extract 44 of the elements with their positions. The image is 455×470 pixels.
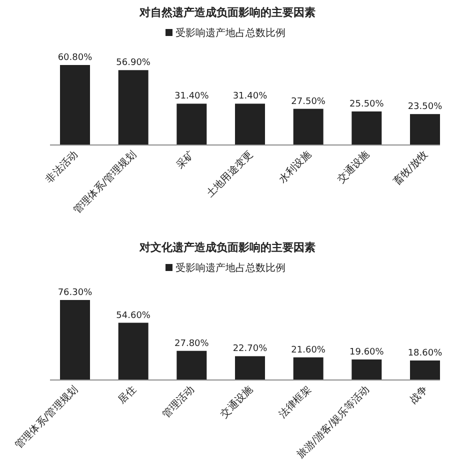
data-label: 31.40% [174,92,210,102]
x-tick-label: 管理活动 [160,384,197,420]
data-label: 23.50% [408,102,443,112]
bar [352,359,382,380]
data-label: 60.80% [58,53,93,63]
bar [352,111,382,145]
legend-label: 受影响遗产地占总数比例 [176,262,286,274]
data-label: 21.60% [291,345,326,356]
chart-title: 对文化遗产造成负面影响的主要因素 [138,241,316,254]
bar [60,300,90,380]
bar [60,65,90,145]
data-label: 31.40% [232,92,268,102]
bar [118,322,148,380]
data-label: 27.50% [291,96,326,107]
x-tick-label: 水利设施 [276,148,314,186]
bar [235,104,265,145]
bar [293,357,324,380]
x-tick-label: 法律框架 [276,384,314,420]
x-tick-label: 交通设施 [335,148,372,186]
x-tick-label: 土地用途变更 [204,148,256,200]
bar [235,356,265,380]
data-label: 76.30% [58,288,93,298]
x-tick-label: 居住 [116,384,138,406]
data-label: 18.60% [408,348,443,358]
data-label: 54.60% [116,310,151,321]
data-label: 22.70% [232,344,268,354]
x-tick-label: 管理体系/管理规划 [12,384,80,452]
bar [176,350,207,380]
data-label: 27.80% [174,338,210,349]
x-tick-label: 战争 [407,384,430,406]
legend-label: 受影响遗产地占总数比例 [176,27,286,39]
bar [410,114,440,145]
x-tick-label: 非法活动 [43,148,80,186]
data-label: 56.90% [116,58,151,68]
bar [410,360,440,380]
x-tick-label: 采矿 [174,148,197,172]
bar [118,70,148,145]
bar [176,104,207,145]
chart-title: 对自然遗产造成负面影响的主要因素 [138,6,316,19]
data-label: 19.60% [350,347,384,358]
data-label: 25.50% [350,99,384,110]
x-tick-label: 畜牧/放牧 [390,148,430,188]
x-tick-label: 交通设施 [218,384,256,420]
bar [293,108,324,145]
